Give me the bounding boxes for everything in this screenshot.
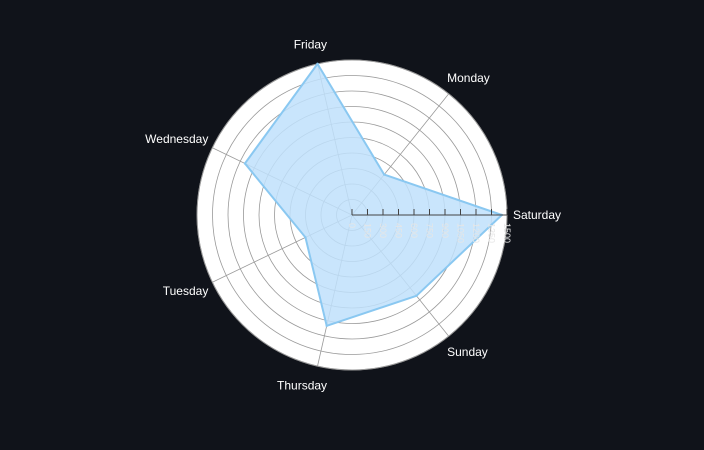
radial-tick-label-750: 750 — [425, 223, 435, 238]
data-point-tuesday — [304, 236, 307, 239]
data-point-friday — [316, 62, 319, 66]
radial-tick-label-0: 0 — [347, 223, 357, 228]
category-label-friday: Friday — [294, 37, 327, 51]
radial-tick-label-450: 450 — [394, 223, 404, 238]
radial-tick-label-1050: 1050 — [456, 223, 466, 243]
radial-tick-label-1500: 1500 — [502, 223, 512, 243]
category-label-tuesday: Tuesday — [163, 284, 209, 298]
data-point-wednesday — [243, 162, 247, 165]
radial-tick-label-1200: 1200 — [471, 223, 481, 243]
data-point-sunday — [415, 294, 418, 297]
radial-tick-label-150: 150 — [363, 223, 373, 238]
category-label-wednesday: Wednesday — [145, 132, 208, 146]
radial-tick-label-900: 900 — [440, 223, 450, 238]
radial-tick-label-300: 300 — [378, 223, 388, 238]
category-label-thursday: Thursday — [277, 379, 327, 393]
radial-tick-label-1350: 1350 — [487, 223, 497, 243]
category-label-sunday: Sunday — [447, 345, 488, 359]
data-point-monday — [383, 173, 386, 176]
radial-tick-label-600: 600 — [409, 223, 419, 238]
data-point-thursday — [325, 324, 328, 328]
category-label-monday: Monday — [447, 71, 490, 85]
data-area — [243, 62, 503, 327]
category-label-saturday: Saturday — [513, 208, 561, 222]
